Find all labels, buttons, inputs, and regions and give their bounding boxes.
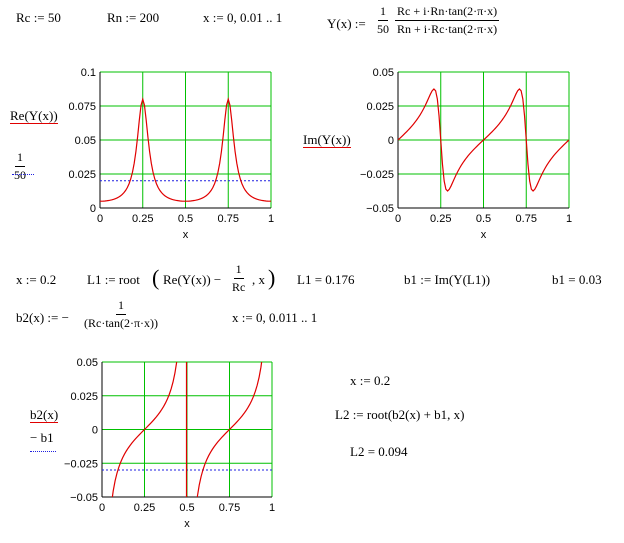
l1-inner-expression: Re(Y(x)) −: [163, 272, 222, 287]
plot1-x-tick-label: 0.25: [132, 213, 153, 225]
y-numerator: Rc + i·Rn·tan(2·π·x): [395, 4, 500, 21]
plot3-y-tick-label: 0: [92, 425, 98, 437]
plot3-y-tick-label: −0.05: [70, 492, 98, 504]
plot1-y-tick-label: 0.05: [75, 135, 96, 147]
l1-paren-open: (: [152, 265, 160, 290]
plot2-y-tick-label: −0.025: [360, 169, 394, 181]
plot1-x-axis-label: x: [183, 229, 189, 241]
rn-definition[interactable]: Rn := 200: [107, 10, 160, 25]
plot1-legend-ref-line: [12, 174, 34, 175]
y-denominator: Rn + i·Rc·tan(2·π·x): [397, 22, 498, 36]
l1-paren-close: ): [268, 265, 276, 290]
plot2-x-tick-label: 0: [395, 213, 401, 225]
y-coefficient-fraction: 1 50: [375, 4, 391, 37]
plot3-y-tick-label: 0.025: [70, 391, 98, 403]
plot1-y-tick-label: 0: [90, 203, 96, 215]
plot1-re-y[interactable]: 0.1 0.075 0.05 0.025 00 0.25 0.5 0.75 1 x: [68, 67, 274, 241]
x-assign-1[interactable]: x := 0.2: [16, 272, 57, 287]
plot1-x-tick-label: 0.75: [218, 213, 239, 225]
y-coefficient-numerator: 1: [378, 4, 388, 21]
plot3-x-tick-label: 1: [269, 502, 275, 514]
l2-result[interactable]: L2 = 0.094: [350, 444, 408, 459]
plot2-y-tick-label: 0: [388, 135, 394, 147]
plot1-y-tick-label: 0.025: [68, 169, 96, 181]
plot2-trace-line: [398, 88, 569, 192]
plot1-legend-trace2[interactable]: 1 50: [14, 150, 26, 182]
plot1-y-tick-label: 0.1: [81, 67, 96, 79]
plot3-x-tick-label: 0.25: [134, 502, 155, 514]
plot2-y-tick-label: −0.05: [366, 203, 394, 215]
plot3-legend-trace2[interactable]: − b1: [30, 430, 54, 445]
plot2-x-tick-label: 0.75: [516, 213, 537, 225]
plot2-y-tick-label: 0.025: [366, 101, 394, 113]
plot1-y-tick-label: 0.075: [68, 101, 96, 113]
plot1-x-tick-label: 0.5: [178, 213, 193, 225]
l1-result[interactable]: L1 = 0.176: [297, 272, 355, 287]
plot3-x-tick-label: 0.75: [219, 502, 240, 514]
plot2-y-tick-label: 0.05: [373, 67, 394, 79]
l1-inner-fraction: 1 Rc: [232, 262, 246, 294]
plot3-legend-trace1[interactable]: b2(x): [30, 407, 59, 423]
plot1-legend-trace1[interactable]: Re(Y(x)): [10, 108, 58, 124]
plot3-x-tick-label: 0: [99, 502, 105, 514]
plot1-x-tick-label: 1: [268, 213, 274, 225]
b1-definition[interactable]: b1 := Im(Y(L1)): [404, 272, 491, 287]
plot3-x-axis-label: x: [184, 518, 190, 530]
plot3-legend-ref-line: [30, 451, 56, 452]
l1-tail: , x: [252, 272, 265, 287]
plot3-trace-line: [111, 362, 263, 497]
x-range-definition-2[interactable]: x := 0, 0.011 .. 1: [232, 310, 318, 325]
l2-definition[interactable]: L2 := root(b2(x) + b1, x): [335, 407, 465, 422]
plot3-x-tick-label: 0.5: [179, 502, 194, 514]
b1-result[interactable]: b1 = 0.03: [552, 272, 602, 287]
b2-function-lhs[interactable]: b2(x) := −: [16, 310, 69, 325]
b2-fraction: 1 (Rc·tan(2·π·x)): [84, 298, 159, 330]
plot2-x-tick-label: 1: [566, 213, 572, 225]
plot2-legend-trace1[interactable]: Im(Y(x)): [303, 132, 351, 148]
x-range-definition[interactable]: x := 0, 0.01 .. 1: [203, 10, 283, 25]
plot2-x-tick-label: 0.5: [476, 213, 491, 225]
y-main-fraction: Rc + i·Rn·tan(2·π·x) Rn + i·Rc·tan(2·π·x…: [395, 4, 500, 37]
plot1-x-tick-label: 0: [97, 213, 103, 225]
plot3-y-tick-label: −0.025: [64, 458, 98, 470]
plot2-x-axis-label: x: [481, 229, 487, 241]
plot1-trace-line: [100, 96, 271, 202]
plot2-x-tick-label: 0.25: [430, 213, 451, 225]
rc-definition[interactable]: Rc := 50: [16, 10, 61, 25]
y-coefficient-denominator: 50: [377, 22, 389, 36]
x-assign-2[interactable]: x := 0.2: [350, 373, 391, 388]
y-function-lhs[interactable]: Y(x) :=: [327, 16, 366, 31]
plot3-y-tick-label: 0.05: [77, 357, 98, 369]
l1-root-lhs[interactable]: L1 := root: [87, 272, 140, 287]
